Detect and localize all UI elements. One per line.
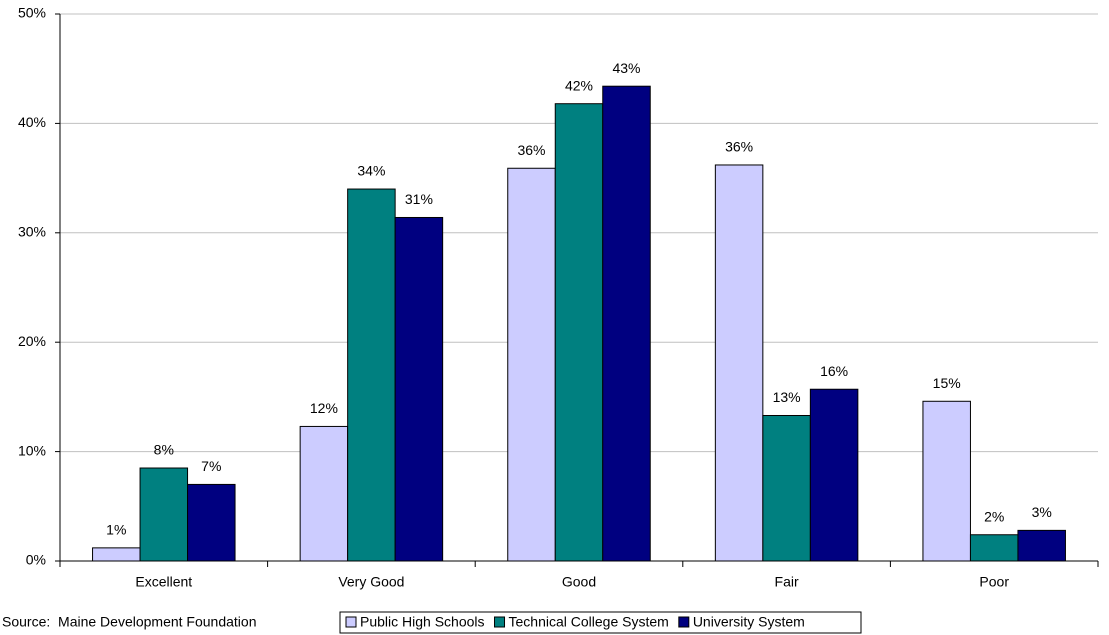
bar xyxy=(1017,529,1066,562)
bar xyxy=(139,467,189,562)
legend-box xyxy=(339,611,862,634)
value-label: 2% xyxy=(984,508,1004,524)
bar xyxy=(922,400,971,562)
x-tick-label: Poor xyxy=(979,574,1009,590)
y-tick-label: 30% xyxy=(18,224,46,240)
value-label: 36% xyxy=(725,139,753,155)
value-label: 34% xyxy=(357,163,385,179)
legend-label: University System xyxy=(693,614,805,630)
bar xyxy=(187,483,236,562)
legend-swatch xyxy=(345,616,357,628)
value-label: 7% xyxy=(201,458,221,474)
bar xyxy=(394,216,444,562)
x-tick-label: Very Good xyxy=(338,574,404,590)
legend-label: Public High Schools xyxy=(360,614,485,630)
value-label: 12% xyxy=(310,400,338,416)
value-label: 8% xyxy=(154,442,174,458)
y-tick-label: 40% xyxy=(18,114,46,130)
bar xyxy=(809,388,859,562)
x-tick-label: Good xyxy=(562,574,596,590)
legend-swatch xyxy=(494,616,506,628)
source-note: Source: Maine Development Foundation xyxy=(2,614,256,630)
bar xyxy=(602,85,651,562)
bar xyxy=(299,425,349,562)
bar xyxy=(92,547,141,562)
value-label: 16% xyxy=(820,363,848,379)
legend-swatch xyxy=(678,616,690,628)
value-label: 42% xyxy=(565,77,593,93)
bar xyxy=(762,414,811,562)
value-label: 3% xyxy=(1032,504,1052,520)
y-tick-label: 0% xyxy=(26,552,46,568)
bar xyxy=(347,188,396,562)
y-tick-label: 20% xyxy=(18,333,46,349)
value-label: 36% xyxy=(517,142,545,158)
bar xyxy=(714,164,764,562)
y-tick-label: 50% xyxy=(18,5,46,21)
value-label: 15% xyxy=(933,375,961,391)
x-tick-label: Fair xyxy=(775,574,799,590)
x-tick-label: Excellent xyxy=(135,574,192,590)
y-tick-label: 10% xyxy=(18,442,46,458)
value-label: 13% xyxy=(773,389,801,405)
value-label: 43% xyxy=(612,60,640,76)
value-label: 31% xyxy=(405,191,433,207)
value-label: 1% xyxy=(106,522,126,538)
bar xyxy=(554,103,604,562)
bar xyxy=(969,534,1019,562)
bar xyxy=(507,167,556,562)
legend-label: Technical College System xyxy=(509,614,669,630)
